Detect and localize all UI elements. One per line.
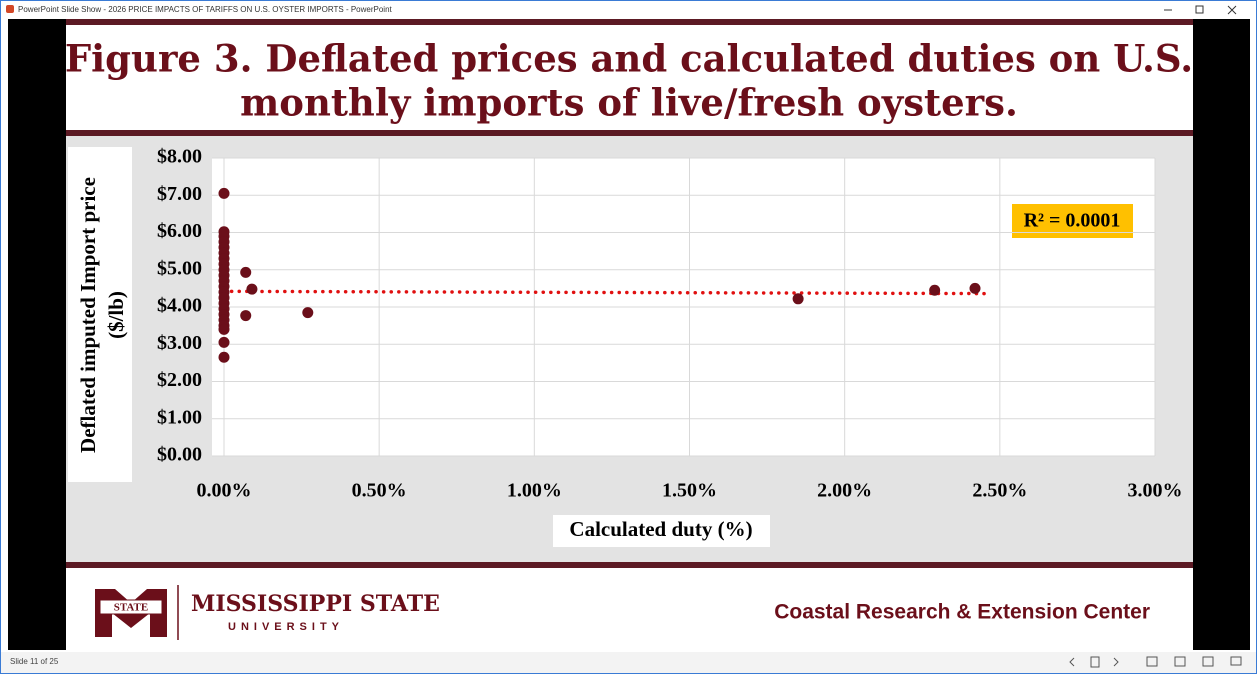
- menu[interactable]: [1090, 656, 1100, 668]
- x-axis-label: Calculated duty (%): [569, 517, 752, 541]
- y-axis-label: Deflated imputed Import price: [76, 177, 100, 453]
- point: [218, 323, 230, 335]
- x-tick-label: 0.50%: [352, 480, 407, 502]
- prev[interactable]: [1069, 657, 1075, 667]
- band: [66, 562, 1193, 568]
- point: [792, 293, 804, 305]
- university-sub: UNIVERSITY: [228, 621, 344, 633]
- point: [218, 336, 230, 348]
- y-tick-label: $4.00: [157, 295, 202, 317]
- x-tick-label: 3.00%: [1128, 480, 1183, 502]
- window-controls: [1164, 5, 1237, 15]
- r-squared: R² = 0.0001: [1024, 210, 1121, 232]
- point: [929, 284, 941, 296]
- x-tick-label: 2.00%: [817, 480, 872, 502]
- point: [218, 187, 230, 199]
- x-label-box: [553, 515, 770, 547]
- point: [302, 307, 314, 319]
- slide-counter: Slide 11 of 25: [10, 657, 59, 666]
- logo-banner: [99, 599, 163, 615]
- y-tick-label: $7.00: [157, 183, 202, 205]
- trendline: [222, 289, 987, 296]
- close[interactable]: [1227, 5, 1237, 15]
- x-tick-label: 1.50%: [662, 480, 717, 502]
- band: [66, 130, 1193, 136]
- point: [246, 283, 258, 295]
- y-tick-label: $5.00: [157, 257, 202, 279]
- university-name: MISSISSIPPI STATE: [191, 591, 440, 617]
- point: [218, 351, 230, 363]
- logo-text: STATE: [114, 602, 148, 614]
- logo: [95, 589, 167, 637]
- y-label-box: [68, 147, 132, 482]
- point: [240, 266, 252, 278]
- app-icon: [6, 5, 14, 13]
- slide-title: monthly imports of live/fresh oysters.: [240, 81, 1018, 125]
- point: [969, 282, 981, 294]
- y-tick-label: $3.00: [157, 332, 202, 354]
- status-bar: [1, 652, 1256, 673]
- reading-view[interactable]: [1202, 656, 1214, 667]
- x-tick-label: 2.50%: [972, 480, 1027, 502]
- y-axis-label: ($/lb): [104, 291, 128, 339]
- sorter-view[interactable]: [1174, 656, 1186, 667]
- slideshow-view[interactable]: [1230, 656, 1242, 666]
- top-band: [66, 19, 1193, 25]
- next[interactable]: [1113, 657, 1119, 667]
- x-tick-label: 1.00%: [507, 480, 562, 502]
- center-name: Coastal Research & Extension Center: [774, 601, 1150, 624]
- window-title: PowerPoint Slide Show - 2026 PRICE IMPAC…: [18, 5, 393, 14]
- normal-view[interactable]: [1146, 656, 1158, 667]
- status-controls: [1069, 656, 1242, 668]
- slide-title: Figure 3. Deflated prices and calculated…: [65, 37, 1193, 81]
- y-tick-label: $1.00: [157, 406, 202, 428]
- point: [240, 310, 252, 322]
- y-tick-label: $6.00: [157, 220, 202, 242]
- y-tick-label: $8.00: [157, 146, 202, 168]
- y-tick-label: $2.00: [157, 369, 202, 391]
- y-tick-label: $0.00: [157, 444, 202, 466]
- x-tick-label: 0.00%: [197, 480, 252, 502]
- restore[interactable]: [1195, 5, 1204, 14]
